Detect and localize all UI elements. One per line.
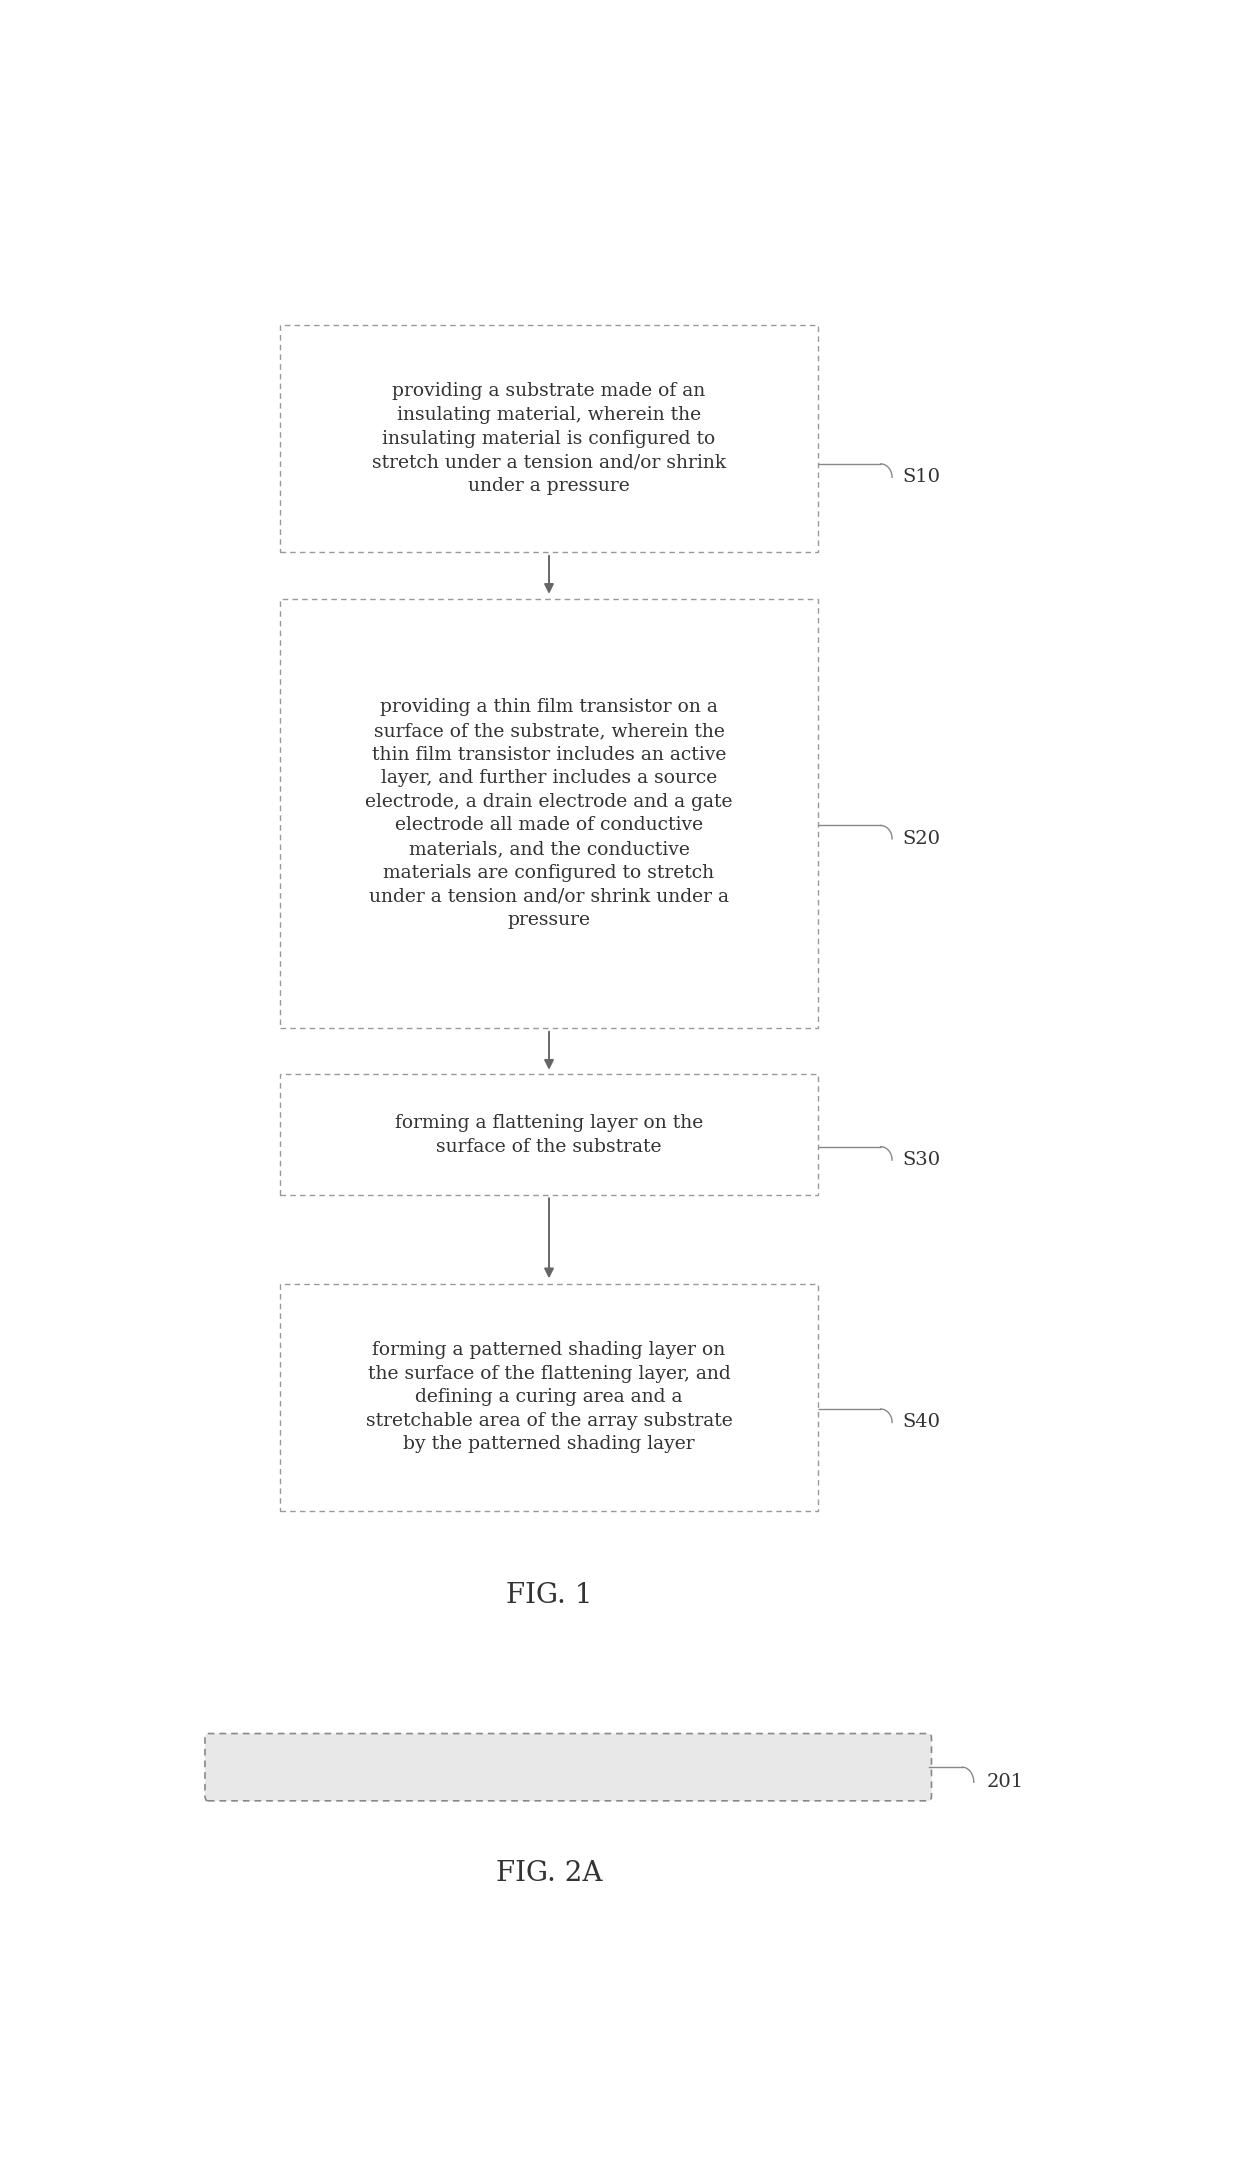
FancyBboxPatch shape (280, 598, 818, 1029)
Text: 201: 201 (986, 1773, 1023, 1791)
Text: providing a thin film transistor on a
surface of the substrate, wherein the
thin: providing a thin film transistor on a su… (366, 699, 733, 928)
Text: S40: S40 (903, 1413, 941, 1431)
FancyBboxPatch shape (280, 1284, 818, 1511)
FancyBboxPatch shape (280, 1075, 818, 1195)
Text: S10: S10 (903, 467, 941, 487)
Text: forming a patterned shading layer on
the surface of the flattening layer, and
de: forming a patterned shading layer on the… (366, 1341, 733, 1452)
Text: forming a flattening layer on the
surface of the substrate: forming a flattening layer on the surfac… (394, 1114, 703, 1155)
Text: S20: S20 (903, 830, 941, 847)
Text: providing a substrate made of an
insulating material, wherein the
insulating mat: providing a substrate made of an insulat… (372, 382, 727, 496)
FancyBboxPatch shape (205, 1734, 931, 1802)
FancyBboxPatch shape (280, 325, 818, 553)
Text: S30: S30 (903, 1151, 941, 1168)
Text: FIG. 2A: FIG. 2A (496, 1859, 603, 1887)
Text: FIG. 1: FIG. 1 (506, 1581, 593, 1610)
